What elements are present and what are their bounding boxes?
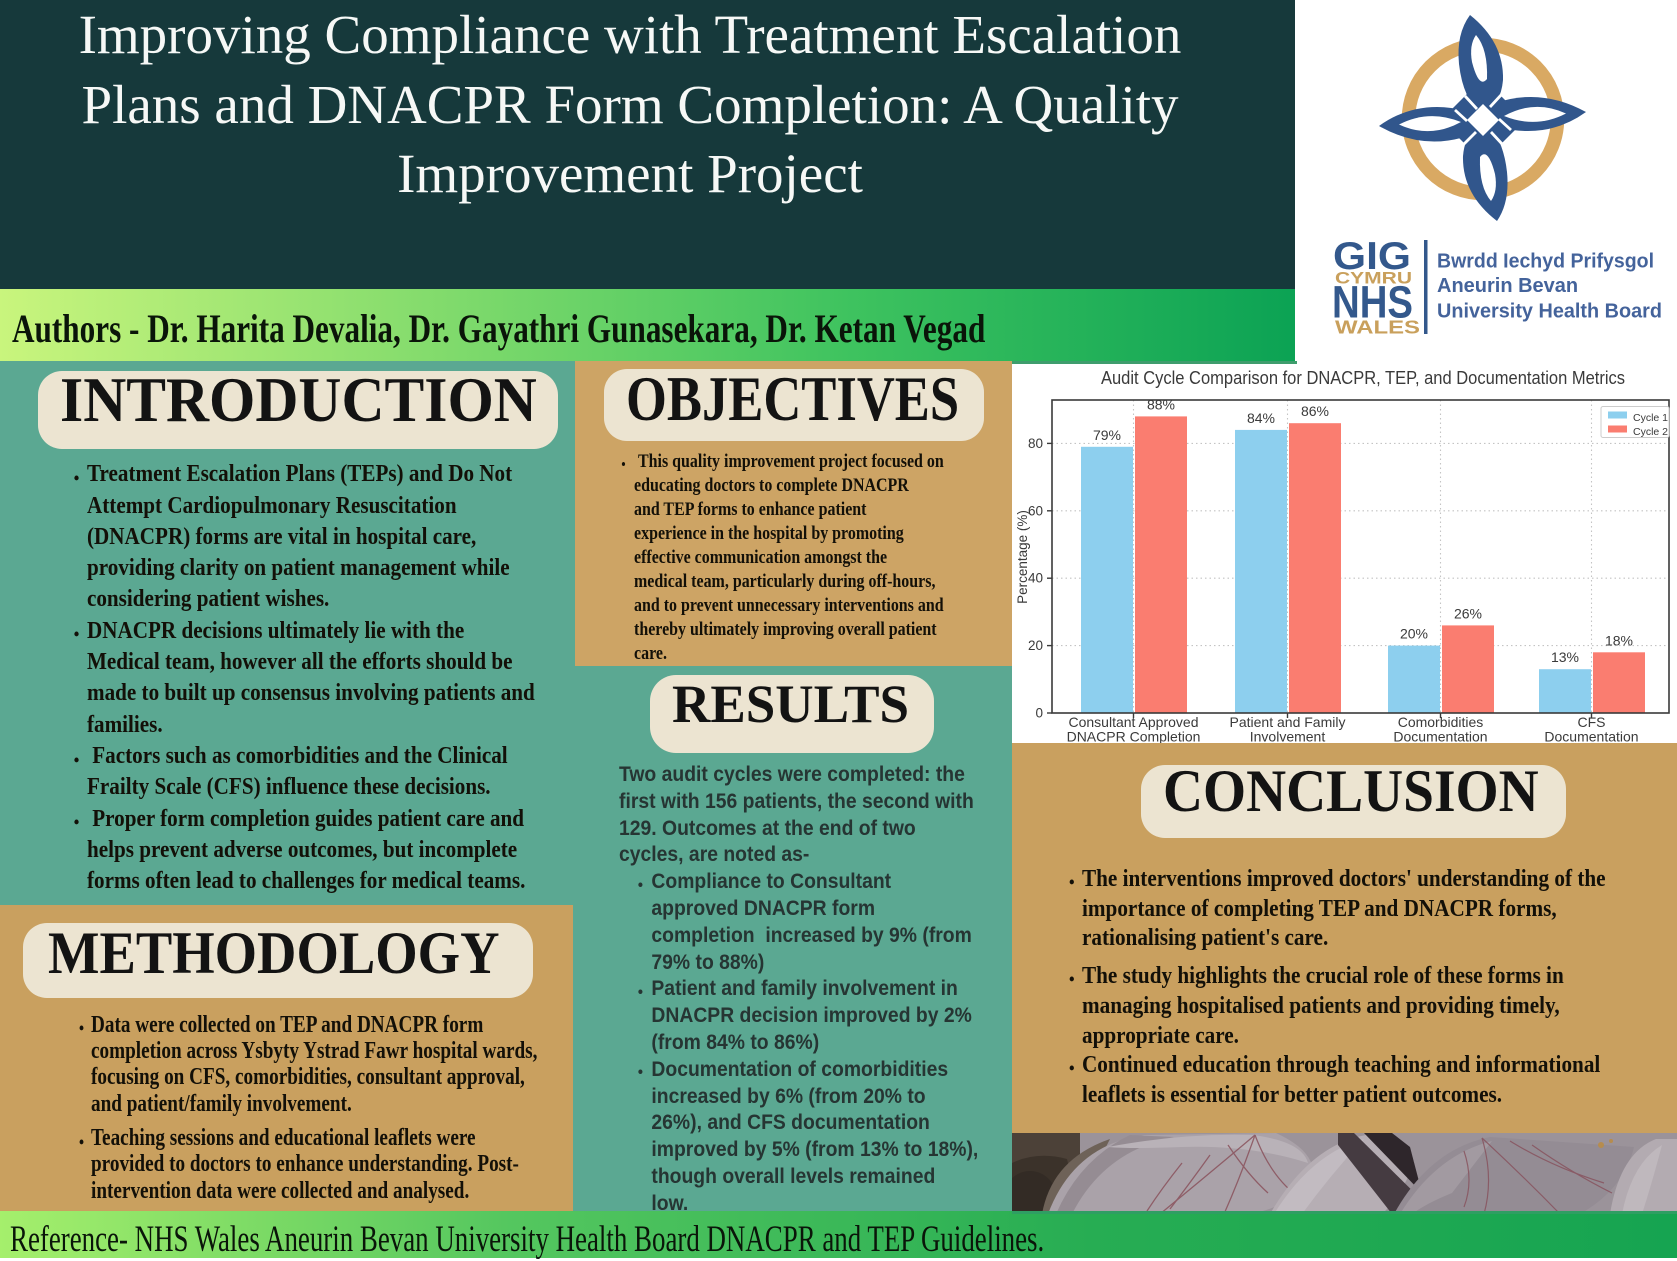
svg-text:79%: 79% — [1093, 427, 1121, 443]
svg-text:80: 80 — [1028, 436, 1043, 451]
svg-text:40: 40 — [1028, 571, 1043, 586]
svg-text:Patient and Family: Patient and Family — [1230, 714, 1346, 730]
svg-text:CYMRU: CYMRU — [1335, 270, 1412, 288]
svg-text:Involvement: Involvement — [1250, 729, 1326, 744]
svg-text:86%: 86% — [1301, 403, 1329, 419]
svg-text:WALES: WALES — [1335, 317, 1420, 338]
svg-text:60: 60 — [1028, 503, 1043, 518]
svg-text:20%: 20% — [1400, 626, 1428, 642]
svg-text:Bwrdd Iechyd Prifysgol: Bwrdd Iechyd Prifysgol — [1437, 251, 1654, 273]
svg-text:Consultant Approved: Consultant Approved — [1069, 714, 1199, 730]
svg-text:84%: 84% — [1247, 410, 1275, 426]
svg-text:Comorbidities: Comorbidities — [1398, 714, 1484, 730]
svg-text:Audit Cycle Comparison for DNA: Audit Cycle Comparison for DNACPR, TEP, … — [1101, 368, 1625, 388]
svg-text:DNACPR Completion: DNACPR Completion — [1067, 729, 1201, 744]
svg-text:Documentation: Documentation — [1544, 729, 1638, 744]
svg-text:Documentation: Documentation — [1393, 729, 1487, 744]
svg-text:Cycle 2: Cycle 2 — [1633, 426, 1668, 438]
svg-text:88%: 88% — [1147, 396, 1175, 412]
svg-text:18%: 18% — [1605, 632, 1633, 648]
svg-text:20: 20 — [1028, 638, 1043, 653]
svg-text:Aneurin Bevan: Aneurin Bevan — [1437, 275, 1578, 297]
svg-text:CFS: CFS — [1578, 714, 1606, 730]
svg-text:13%: 13% — [1551, 649, 1579, 665]
svg-text:Cycle 1: Cycle 1 — [1633, 412, 1668, 424]
svg-text:University Health Board: University Health Board — [1437, 301, 1662, 323]
svg-text:26%: 26% — [1454, 605, 1482, 621]
svg-text:GIG: GIG — [1333, 235, 1411, 278]
svg-text:NHS: NHS — [1332, 277, 1413, 328]
svg-text:0: 0 — [1035, 706, 1043, 721]
svg-text:Percentage (%): Percentage (%) — [1016, 510, 1030, 604]
